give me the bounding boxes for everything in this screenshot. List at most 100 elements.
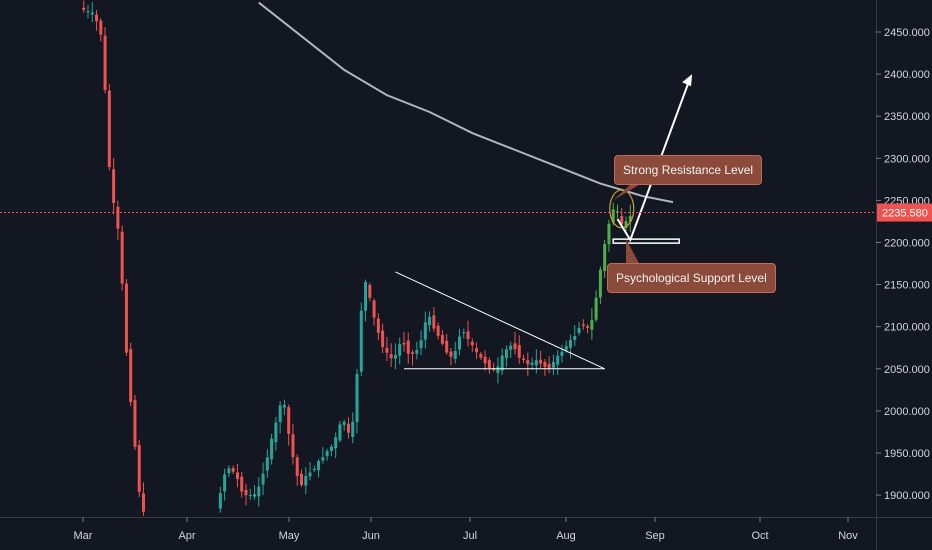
candle-body [227,468,231,474]
candle-body [291,434,295,458]
candle-body [278,405,282,423]
candle-body [112,169,116,204]
candle-body [321,457,325,461]
candle-body [325,450,329,457]
projection-arrow-head [682,74,693,87]
candle-body [530,362,534,365]
candle-body [393,354,397,359]
candle-body [470,341,474,346]
candle-body [244,489,248,496]
strong-resistance-label: Strong Resistance Level [623,163,754,177]
candle-body [526,360,530,365]
candle-body [364,281,368,311]
candle-body [436,325,440,336]
y-tick-label: 2450.000 [884,27,930,39]
y-tick-label: 2050.000 [884,364,930,376]
candle-body [402,342,406,345]
x-tick-label: Jun [362,530,380,542]
psychological-support-callout: Psychological Support Level [607,263,776,293]
candle-body [556,355,560,365]
candle-body [86,11,90,13]
x-tick-label: Sep [645,530,665,542]
candle-body [543,361,547,367]
candle-body [265,457,269,471]
candle-body [253,494,257,497]
candle-body [419,340,423,349]
candle-body [564,346,568,351]
candle-body [124,283,128,353]
candle-body [270,438,274,460]
y-tick-label: 2300.000 [884,153,930,165]
candle-body [376,318,380,333]
y-tick-label: 1900.000 [884,490,930,502]
candle-body [334,437,338,449]
candle-body [137,445,141,492]
candle-body [534,360,538,366]
candle-body [598,269,602,298]
candle-body [509,345,513,350]
candle-body [381,330,385,348]
candle-body [248,494,252,496]
candle-body [218,493,222,509]
psychological-support-label: Psychological Support Level [616,271,767,285]
candle-body [440,334,444,344]
candle-body [551,361,555,368]
candle-body [99,20,103,35]
candle-body [547,363,551,369]
candle-body [594,297,598,320]
candle-body [475,348,479,353]
candle-body [257,486,261,497]
y-tick-label: 2100.000 [884,322,930,334]
candle-body [560,351,564,356]
candle-body [240,476,244,492]
x-tick-label: May [279,530,300,542]
candle-body [500,355,504,371]
x-tick-label: Nov [838,530,858,542]
candle-body [445,340,449,353]
candle-body [479,354,483,358]
candle-body [423,322,427,340]
candle-body [308,472,312,477]
candle-body [120,231,124,284]
candle-body [338,424,342,441]
current-price-label: 2235.580 [882,208,928,220]
candle-body [586,326,590,328]
candle-body [342,421,346,425]
candle-body [90,12,94,15]
triangle-resistance-line [395,271,605,370]
candle-body [466,331,470,340]
candle-body [129,349,133,403]
y-tick-label: 2200.000 [884,238,930,250]
candle-body [603,243,607,271]
candle-body [133,400,137,447]
support-callout-pointer [626,239,640,265]
candle-body [628,216,632,222]
y-tick-label: 2150.000 [884,280,930,292]
candle-body [274,422,278,443]
y-tick-label: 2350.000 [884,111,930,123]
candle-body [223,474,227,492]
candle-body [487,360,491,369]
x-tick-label: Apr [178,530,195,542]
candle-body [398,344,402,356]
candle-body [103,35,107,91]
candle-body [457,336,461,350]
candle-body [620,215,624,224]
candle-body [406,340,410,354]
candle-body [577,327,581,333]
candle-body [287,407,291,434]
candle-body [355,373,359,423]
candle-body [611,209,615,223]
candle-body [428,316,432,326]
candle-body [385,347,389,353]
candle-body [116,206,120,229]
candle-body [607,223,611,245]
candle-body [95,14,99,22]
candle-body [453,351,457,359]
candle-body [462,332,466,334]
candle-body [517,345,521,358]
y-tick-label: 2400.000 [884,69,930,81]
candle-body [581,324,585,326]
